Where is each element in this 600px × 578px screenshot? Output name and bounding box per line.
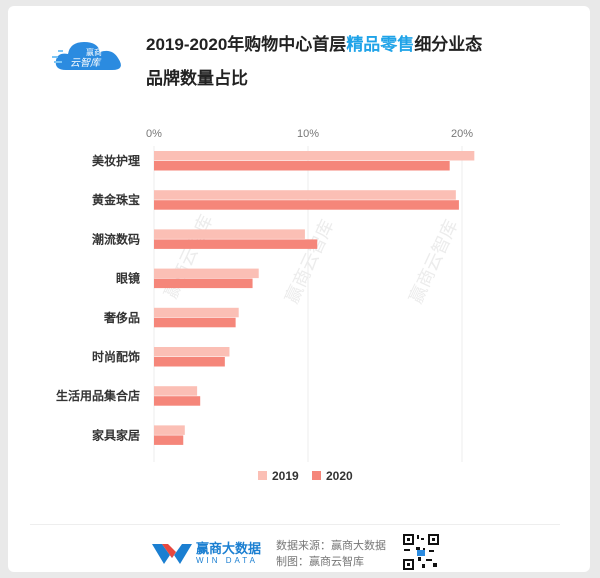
win-data-name: 赢商大数据 [196, 541, 262, 556]
footer-divider [30, 524, 560, 525]
bar-2019 [154, 347, 230, 357]
bar-2020 [154, 200, 459, 210]
category-label: 眼镜 [116, 271, 140, 286]
source-block: 数据来源：赢商大数据 制图：赢商云智库 [276, 538, 386, 570]
title-line-1: 2019-2020年购物中心首层精品零售细分业态 [146, 28, 566, 62]
bar-2020 [154, 161, 450, 171]
bar-2020 [154, 435, 184, 445]
win-data-logo [152, 544, 192, 564]
legend-swatch-2019 [258, 471, 267, 480]
bar-2020 [154, 317, 236, 328]
legend-swatch-2020 [312, 471, 321, 480]
bar-2019 [154, 229, 305, 239]
x-tick-label: 20% [451, 128, 473, 140]
logo-text-bottom: 云智库 [70, 57, 102, 69]
bar-2019 [154, 425, 185, 435]
title-line-2: 品牌数量占比 [146, 69, 248, 88]
win-data-en: WIN DATA [196, 556, 258, 565]
x-tick-label: 10% [297, 128, 319, 140]
bar-2019 [154, 307, 239, 318]
category-label: 家具家居 [92, 427, 140, 442]
title-suffix: 细分业态 [414, 35, 483, 54]
category-label: 黄金珠宝 [92, 192, 140, 207]
bar-2020 [154, 396, 201, 406]
legend-label: 2020 [326, 469, 353, 483]
bar-2019 [154, 386, 198, 396]
bar-2020 [154, 357, 225, 367]
watermark-text: 赢商云智库 [405, 216, 462, 306]
bar-2020 [154, 278, 253, 289]
x-tick-label: 0% [146, 128, 162, 140]
chart-title: 2019-2020年购物中心首层精品零售细分业态 品牌数量占比 [146, 28, 566, 96]
logo-text-top: 赢商 [86, 47, 102, 57]
source-line: 数据来源：赢商大数据 [276, 540, 386, 552]
category-label: 奢侈品 [103, 310, 140, 325]
title-prefix: 2019-2020年购物中心首层 [146, 35, 347, 54]
watermark-text: 赢商云智库 [160, 211, 217, 301]
yingshang-cloud-logo: 赢商 云智库 [52, 42, 121, 70]
category-label: 美妆护理 [92, 153, 140, 168]
bar-2019 [154, 190, 456, 200]
bar-2019 [154, 151, 475, 161]
legend-label: 2019 [272, 469, 299, 483]
maker-line: 制图：赢商云智库 [276, 556, 364, 568]
chart-card [8, 6, 590, 572]
category-label: 潮流数码 [92, 231, 140, 246]
bar-2020 [154, 239, 318, 249]
qr-code [402, 533, 440, 571]
category-label: 时尚配饰 [92, 349, 140, 364]
title-highlight: 精品零售 [346, 35, 415, 54]
bar-2019 [154, 268, 259, 279]
category-label: 生活用品集合店 [56, 388, 140, 403]
